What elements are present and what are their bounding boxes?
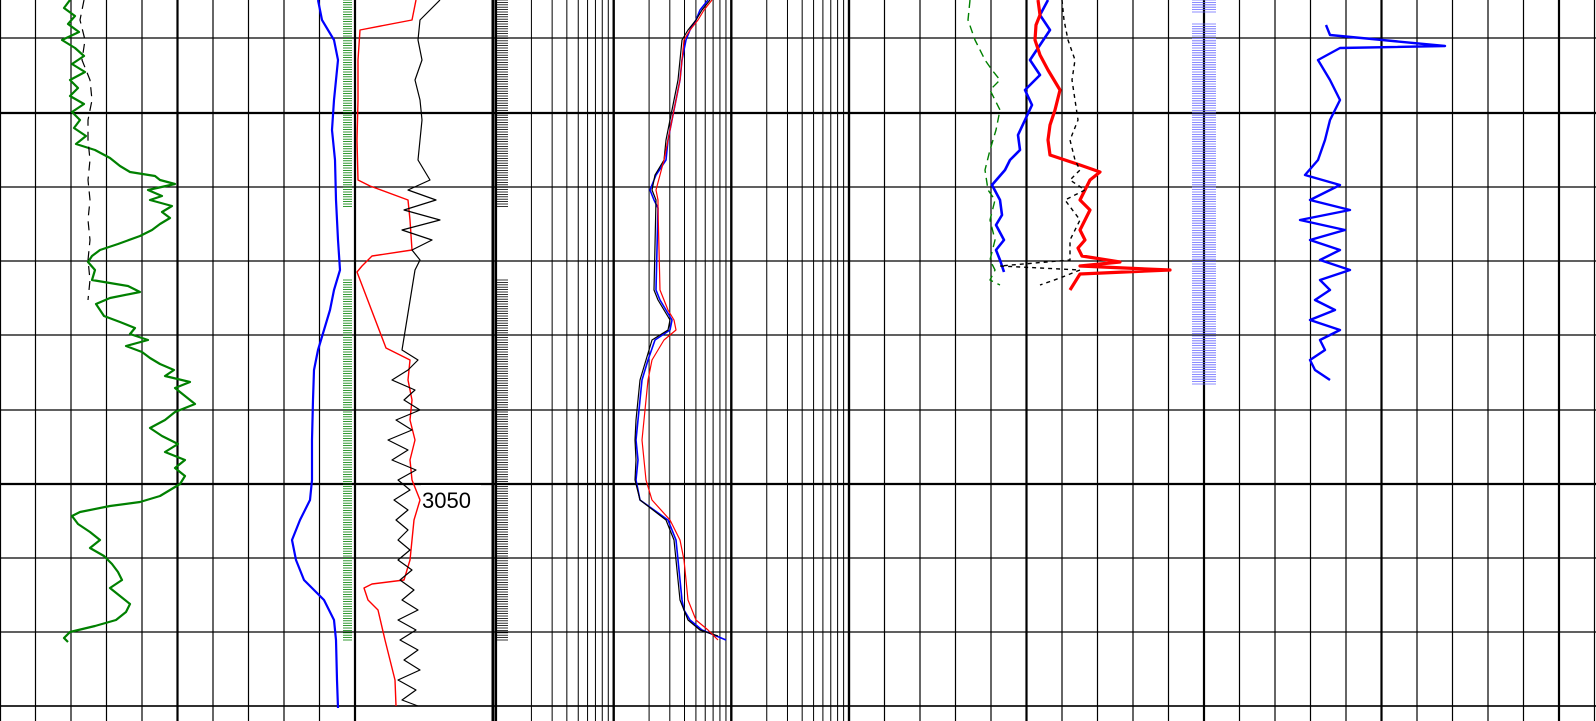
depth-label-background — [421, 485, 481, 515]
track3-curve-0 — [356, 0, 421, 707]
track1-curve-1 — [79, 0, 93, 301]
track4-curve-2 — [641, 0, 719, 641]
track6-curve-0 — [1298, 24, 1447, 381]
track4-curve-1 — [634, 0, 719, 637]
depth-tick-marks — [343, 0, 1216, 641]
track5-curve-1 — [1033, 0, 1172, 291]
log-curves — [60, 0, 1447, 709]
track1-curve-0 — [60, 0, 197, 643]
track2-curve-0 — [290, 0, 342, 709]
depth-label: 3050 — [422, 488, 471, 513]
track3-curve-1 — [387, 0, 441, 707]
track5-curve-2 — [999, 0, 1086, 286]
